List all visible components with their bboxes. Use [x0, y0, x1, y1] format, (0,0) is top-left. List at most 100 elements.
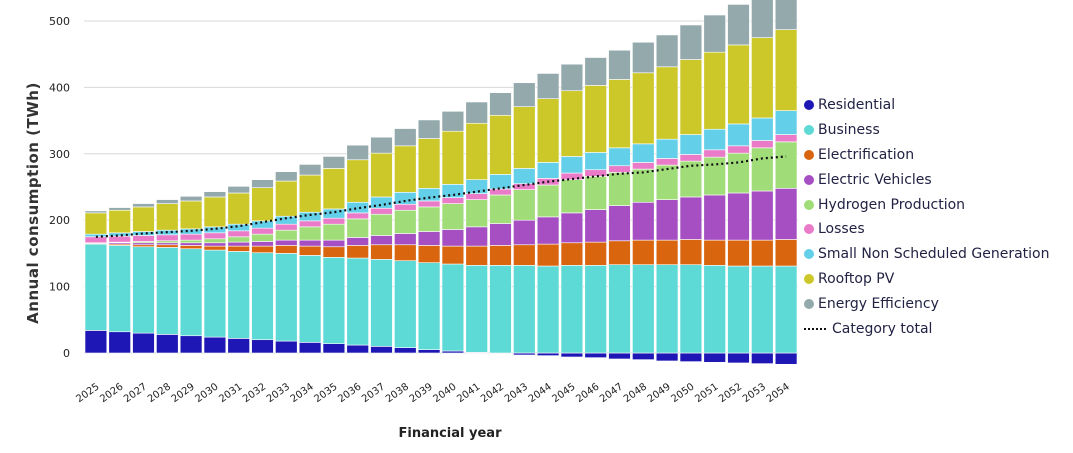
legend-swatch	[804, 249, 814, 260]
bar-segment-rooftop-pv	[560, 90, 584, 157]
bar-segment-electric-vehicles	[679, 196, 703, 240]
bar-segment-electric-vehicles	[275, 239, 298, 246]
bar-segment-hydrogen-production	[275, 229, 298, 241]
bar-segment-losses	[298, 220, 322, 228]
bar-segment-electric-vehicles	[227, 241, 250, 247]
legend-item-small-non-scheduled-generation[interactable]: Small Non Scheduled Generation	[804, 242, 1049, 267]
bar-segment-electric-vehicles	[441, 229, 465, 247]
bar-segment-rooftop-pv	[179, 200, 203, 230]
bar-segment-business	[156, 247, 179, 335]
bar-segment-losses	[703, 149, 726, 158]
bar-segment-business	[774, 265, 798, 354]
x-tick-label: 2047	[598, 381, 625, 405]
legend-item-losses[interactable]: Losses	[804, 217, 1049, 242]
bar-segment-losses	[608, 165, 631, 173]
bar-segment-business	[608, 264, 631, 354]
bar-segment-electric-vehicles	[394, 233, 417, 246]
bar-segment-electric-vehicles	[608, 205, 631, 242]
legend-item-electrification[interactable]: Electrification	[804, 143, 1049, 168]
bar-segment-energy-efficiency	[84, 210, 108, 214]
bar-segment-rooftop-pv	[489, 114, 512, 175]
bar-segment-business	[703, 265, 726, 354]
bar-segment-business	[227, 251, 250, 339]
y-tick-label: 300	[49, 148, 70, 161]
legend-label: Residential	[818, 97, 896, 114]
bar-segment-residential	[156, 334, 179, 354]
bar-segment-residential	[560, 352, 584, 358]
bar-segment-residential	[536, 352, 560, 356]
bar-segment-electric-vehicles	[346, 237, 369, 246]
bar-segment-residential	[370, 346, 393, 354]
legend-item-business[interactable]: Business	[804, 118, 1049, 143]
bar-segment-business	[679, 264, 703, 354]
bar-segment-business	[536, 265, 560, 354]
bar-segment-energy-efficiency	[298, 164, 322, 176]
x-tick-label: 2050	[669, 381, 696, 405]
bar-segment-small-non-scheduled-generation	[751, 117, 774, 141]
bar-segment-rooftop-pv	[227, 192, 250, 225]
x-tick-label: 2033	[265, 381, 292, 405]
bar-segment-electric-vehicles	[751, 190, 774, 241]
x-tick-label: 2054	[765, 381, 792, 405]
legend-item-energy-efficiency[interactable]: Energy Efficiency	[804, 291, 1049, 316]
bar-segment-electrification	[441, 245, 465, 265]
legend-item-category-total[interactable]: Category total	[804, 316, 1049, 341]
bar-segment-electrification	[655, 239, 679, 265]
bar-segment-rooftop-pv	[774, 29, 798, 111]
bar-segment-electric-vehicles	[655, 199, 679, 241]
bar-segment-residential	[251, 339, 274, 354]
y-axis-title: Annual consumption (TWh)	[24, 82, 42, 324]
bar-segment-rooftop-pv	[298, 174, 322, 213]
bar-segment-electrification	[227, 245, 250, 252]
bar-segment-energy-efficiency	[560, 63, 584, 92]
bar-segment-rooftop-pv	[417, 138, 441, 189]
y-tick-label: 100	[49, 281, 70, 294]
bar-segment-hydrogen-production	[370, 213, 393, 236]
legend-item-hydrogen-production[interactable]: Hydrogen Production	[804, 192, 1049, 217]
bar-segment-business	[322, 257, 346, 345]
bar-segment-energy-efficiency	[655, 34, 679, 68]
bar-segment-rooftop-pv	[679, 59, 703, 135]
bar-segment-small-non-scheduled-generation	[727, 123, 750, 147]
bar-segment-rooftop-pv	[465, 122, 488, 180]
x-tick-label: 2042	[479, 381, 506, 405]
gridlines	[84, 20, 798, 354]
x-axis-title: Financial year	[398, 426, 502, 441]
x-tick-label: 2026	[98, 381, 125, 405]
bar-segment-hydrogen-production	[608, 172, 631, 206]
bar-segment-electrification	[774, 239, 798, 267]
legend-item-rooftop-pv[interactable]: Rooftop PV	[804, 267, 1049, 292]
bar-segment-residential	[608, 352, 631, 360]
y-tick-label: 400	[49, 81, 70, 94]
legend-item-electric-vehicles[interactable]: Electric Vehicles	[804, 167, 1049, 192]
bar-segment-residential	[132, 332, 155, 354]
bar-segment-residential	[84, 330, 108, 354]
bar-segment-energy-efficiency	[632, 41, 655, 74]
bar-segment-residential	[727, 352, 750, 364]
bar-segment-small-non-scheduled-generation	[513, 168, 536, 184]
bar-segment-residential	[394, 347, 417, 354]
x-tick-label: 2043	[503, 381, 530, 405]
bar-segment-electrification	[489, 245, 512, 266]
bar-segment-rooftop-pv	[346, 159, 369, 203]
bar-segment-rooftop-pv	[203, 196, 227, 228]
legend-item-residential[interactable]: Residential	[804, 93, 1049, 118]
bar-segment-electrification	[536, 243, 560, 267]
bar-segment-rooftop-pv	[441, 130, 465, 185]
bar-segment-rooftop-pv	[275, 180, 298, 217]
bar-segment-losses	[227, 230, 250, 238]
bar-segment-residential	[417, 349, 441, 354]
bar-segment-small-non-scheduled-generation	[584, 152, 607, 171]
bar-segment-electrification	[156, 244, 179, 248]
bar-segment-losses	[108, 235, 131, 243]
bar-segment-residential	[322, 343, 346, 354]
bar-segment-energy-efficiency	[275, 171, 298, 182]
x-tick-label: 2030	[193, 381, 220, 405]
bar-segment-business	[132, 246, 155, 334]
bar-segment-electrification	[417, 245, 441, 263]
bar-segment-rooftop-pv	[156, 203, 179, 231]
bar-segment-small-non-scheduled-generation	[417, 188, 441, 202]
category-total-polyline	[95, 155, 787, 238]
bar-segment-energy-efficiency	[608, 49, 631, 80]
bar-segment-losses	[394, 203, 417, 211]
